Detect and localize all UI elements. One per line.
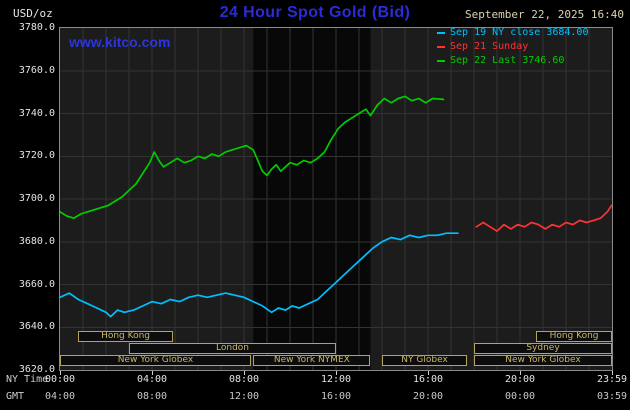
x-axis-tick bbox=[152, 371, 153, 375]
legend-line-marker-icon bbox=[437, 60, 445, 62]
session-box-london: London bbox=[129, 343, 336, 354]
datetime-label: September 22, 2025 16:40 bbox=[465, 8, 624, 21]
kitco-website-link[interactable]: www.kitco.com bbox=[69, 34, 171, 50]
page-title: 24 Hour Spot Gold (Bid) bbox=[219, 4, 411, 21]
price-line bbox=[60, 232, 459, 318]
session-box-hong-kong: Hong Kong bbox=[78, 331, 173, 342]
x-axis-gmt-label: 12:00 bbox=[228, 391, 260, 402]
legend-item: Sep 19 NY close 3684.00 bbox=[437, 26, 588, 40]
x-axis-ny-label: 20:00 bbox=[504, 374, 536, 385]
legend-line-marker-icon bbox=[437, 46, 445, 48]
price-line bbox=[475, 204, 612, 232]
x-axis-ny-label: 23:59 bbox=[596, 374, 628, 385]
y-axis-tick-label: 3720.0 bbox=[18, 150, 55, 162]
session-box-hong-kong: Hong Kong bbox=[536, 331, 612, 342]
x-axis-gmt-label: 03:59 bbox=[596, 391, 628, 402]
x-axis-ny-label: 00:00 bbox=[44, 374, 76, 385]
session-box-new-york-globex: New York Globex bbox=[60, 355, 251, 366]
ny-time-caption: NY Time bbox=[6, 374, 49, 385]
x-axis-tick bbox=[612, 371, 613, 375]
x-axis-ny-label: 04:00 bbox=[136, 374, 168, 385]
y-axis-tick-label: 3700.0 bbox=[18, 193, 55, 204]
x-axis-gmt-label: 00:00 bbox=[504, 391, 536, 402]
session-box-ny-globex: NY Globex bbox=[382, 355, 468, 366]
x-axis-tick bbox=[244, 371, 245, 375]
x-axis-ny-label: 12:00 bbox=[320, 374, 352, 385]
x-axis-tick bbox=[520, 371, 521, 375]
x-axis-ny-label: 16:00 bbox=[412, 374, 444, 385]
y-axis-tick-label: 3620.0 bbox=[18, 364, 55, 375]
plot-area: www.kitco.com Hong Kong Hong Kong London Sy… bbox=[59, 27, 613, 371]
session-box-sydney: Sydney bbox=[474, 343, 612, 354]
y-axis-tick-label: 3740.0 bbox=[18, 107, 55, 119]
chart-canvas bbox=[60, 28, 612, 370]
legend-item: Sep 21 Sunday bbox=[437, 40, 588, 54]
session-box-new-york-globex: New York Globex bbox=[474, 355, 612, 366]
legend-item: Sep 22 Last 3746.60 bbox=[437, 54, 588, 68]
legend: Sep 19 NY close 3684.00 Sep 21 Sunday Sep … bbox=[437, 26, 588, 68]
x-axis-tick bbox=[428, 371, 429, 375]
y-axis-tick-label: 3780.0 bbox=[18, 22, 55, 33]
gmt-caption: GMT bbox=[6, 391, 25, 402]
x-axis-gmt-label: 08:00 bbox=[136, 391, 168, 402]
y-axis-tick-label: 3680.0 bbox=[18, 235, 55, 247]
session-box-new-york-nymex: New York NYMEX bbox=[253, 355, 371, 366]
x-axis-gmt-label: 04:00 bbox=[44, 391, 76, 402]
x-axis-tick bbox=[336, 371, 337, 375]
y-axis-tick-label: 3760.0 bbox=[18, 64, 55, 76]
unit-label: USD/oz bbox=[13, 7, 53, 20]
legend-label: Sep 21 Sunday bbox=[450, 41, 529, 52]
legend-label: Sep 22 Last 3746.60 bbox=[450, 55, 565, 66]
x-axis-ny-label: 08:00 bbox=[228, 374, 260, 385]
y-axis-tick-label: 3660.0 bbox=[18, 278, 55, 290]
x-axis-gmt-label: 16:00 bbox=[320, 391, 352, 402]
legend-label: Sep 19 NY close 3684.00 bbox=[450, 27, 589, 38]
price-line bbox=[60, 95, 445, 220]
x-axis-tick bbox=[60, 371, 61, 375]
y-axis-tick-label: 3640.0 bbox=[18, 321, 55, 333]
legend-line-marker-icon bbox=[437, 32, 445, 34]
x-axis-gmt-label: 20:00 bbox=[412, 391, 444, 402]
